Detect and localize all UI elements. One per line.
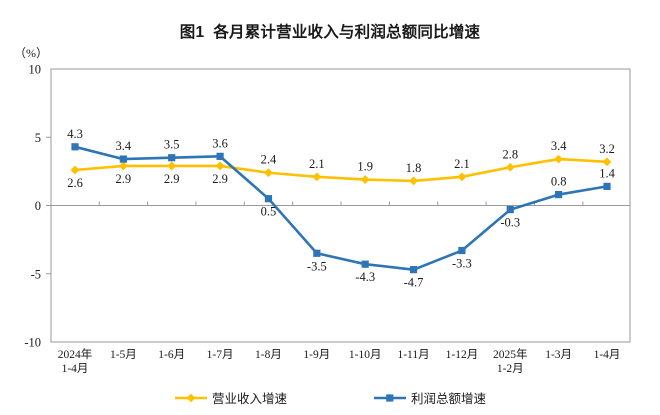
x-axis-tick-label: 1-7月 <box>207 349 234 361</box>
data-point-marker <box>216 152 224 160</box>
data-point-marker <box>70 165 80 175</box>
data-point-marker <box>505 162 515 172</box>
data-point-marker <box>168 154 176 162</box>
data-point-label: 1.8 <box>406 161 422 175</box>
data-point-label: 1.4 <box>599 166 615 180</box>
data-point-label: 3.6 <box>212 136 228 150</box>
x-axis-tick-label: 2025年 <box>493 347 528 361</box>
x-axis-tick-label: 1-4月 <box>594 349 621 361</box>
data-point-marker <box>409 176 418 186</box>
data-point-marker <box>118 161 128 171</box>
data-point-label: -0.3 <box>500 216 520 230</box>
data-point-label: 2.1 <box>309 157 325 171</box>
x-axis-tick-label: 1-6月 <box>158 349 185 361</box>
data-point-label: 2.9 <box>212 172 228 186</box>
data-point-label: 2.4 <box>261 153 277 167</box>
y-axis-tick-label: -10 <box>24 336 41 350</box>
data-point-label: 2.1 <box>454 157 470 171</box>
x-axis-tick-label: 1-4月 <box>62 363 89 375</box>
data-point-marker <box>264 195 273 203</box>
legend-marker-diamond-icon <box>174 393 207 402</box>
y-axis-tick-label: 5 <box>35 131 41 145</box>
chart-legend: 营业收入增速 利润总额增速 <box>0 388 660 407</box>
data-point-label: -3.3 <box>452 257 472 271</box>
data-point-label: -4.7 <box>404 276 424 290</box>
x-axis-tick-label: 1-9月 <box>303 349 330 361</box>
data-point-marker <box>313 249 321 257</box>
data-point-marker <box>603 182 611 190</box>
legend-entry[interactable]: 营业收入增速 <box>174 388 287 407</box>
data-point-label: -3.5 <box>307 259 327 273</box>
data-point-label: 3.4 <box>551 139 567 153</box>
data-point-marker <box>457 172 467 182</box>
data-point-marker <box>215 161 225 171</box>
legend-label: 营业收入增速 <box>211 392 287 406</box>
x-axis-tick-label: 1-12月 <box>446 349 479 361</box>
data-point-marker <box>119 155 127 163</box>
legend-marker-square-icon <box>374 393 406 402</box>
x-axis-tick-label: 2024年 <box>58 347 93 361</box>
data-point-marker <box>264 168 273 178</box>
data-point-marker <box>409 266 418 274</box>
data-point-marker <box>312 172 322 182</box>
series-line-revenue <box>73 157 609 183</box>
y-axis-tick-label: -5 <box>31 267 41 281</box>
data-point-label: 2.9 <box>164 172 180 186</box>
data-point-marker <box>71 143 79 151</box>
data-point-label: 2.8 <box>502 147 518 161</box>
x-axis-tick-label: 1-10月 <box>349 349 382 361</box>
data-point-label: 2.9 <box>116 172 132 186</box>
legend-label: 利润总额增速 <box>411 392 487 406</box>
data-point-marker <box>458 246 466 255</box>
data-point-label: -4.3 <box>355 270 375 284</box>
data-point-marker <box>506 205 514 214</box>
series-line-profit <box>73 145 609 271</box>
y-axis-unit-label: （%） <box>14 46 48 60</box>
x-axis-tick-label: 1-5月 <box>110 349 137 361</box>
x-axis-tick-label: 1-8月 <box>255 349 282 361</box>
data-point-marker <box>167 161 177 171</box>
data-point-label: 1.9 <box>357 160 373 174</box>
data-point-label: 2.6 <box>67 176 83 190</box>
data-point-label: 0.8 <box>551 175 567 189</box>
data-point-marker <box>360 175 370 184</box>
data-point-marker <box>361 260 369 268</box>
legend-entry[interactable]: 利润总额增速 <box>373 388 486 407</box>
y-axis-tick-label: 10 <box>29 63 42 77</box>
data-point-marker <box>554 154 564 164</box>
x-axis-tick-label: 1-11月 <box>397 349 429 361</box>
data-point-label: 0.5 <box>261 205 277 219</box>
data-point-marker <box>602 157 612 167</box>
x-axis-tick-label: 1-2月 <box>497 363 524 375</box>
y-axis-tick-label: 0 <box>35 199 41 213</box>
data-point-label: 3.4 <box>116 139 132 153</box>
x-axis-tick-label: 1-3月 <box>545 349 572 361</box>
data-point-label: 3.5 <box>164 138 180 152</box>
data-point-marker <box>555 190 563 199</box>
data-point-label: 3.2 <box>599 142 615 156</box>
chart-title: 图1 各月累计营业收入与利润总额同比增速 <box>179 24 481 41</box>
data-point-label: 4.3 <box>67 127 83 141</box>
